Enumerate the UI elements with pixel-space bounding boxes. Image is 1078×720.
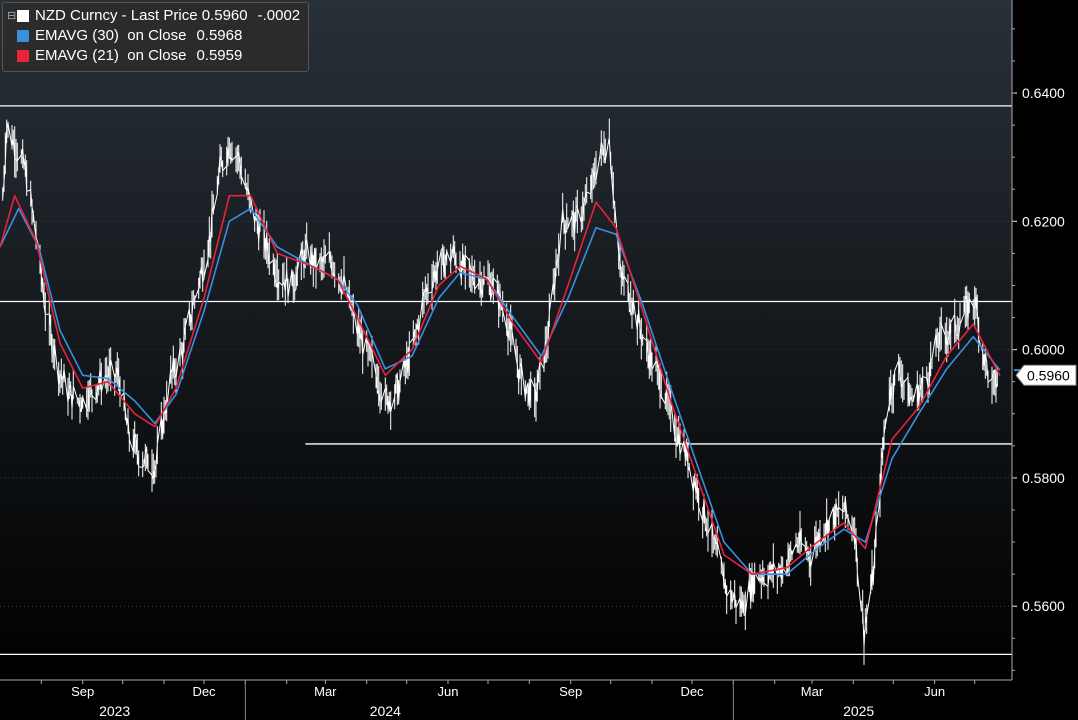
horizontal-levels [0,105,1012,655]
legend-value-ema30: 0.5968 [196,27,243,44]
legend-item-ema21: EMAVG (21) on Close 0.5959 [7,46,300,66]
legend-label-ema30: EMAVG (30) on Close [35,27,187,44]
x-month-label: Mar [801,684,824,699]
x-month-label: Jun [438,684,459,699]
ema30-series [0,207,1001,575]
x-month-label: Sep [71,684,94,699]
collapse-icon[interactable]: ⊟ [7,10,17,22]
price-tag-box [1015,364,1077,386]
x-month-label: Sep [559,684,582,699]
legend-swatch-price [17,10,29,22]
grid [0,92,1012,607]
y-tick-label: 0.6200 [1022,213,1065,229]
x-month-label: Mar [314,684,337,699]
legend-value-price: 0.5960 [201,7,248,24]
legend-swatch-ema30 [17,30,29,42]
plot-background [0,0,1012,680]
series-group [0,118,1001,665]
y-tick-label: 0.6000 [1022,342,1065,358]
y-tick-label: 0.6400 [1022,85,1065,101]
x-axis: Sep Dec Mar Jun Sep Dec Mar Jun 2023 2024 2025 [0,679,1012,720]
price-tag-label: 0.5960 [1027,367,1070,383]
legend-change-price: -.0002 [257,7,301,24]
legend-item-ema30: EMAVG (30) on Close 0.5968 [7,26,300,46]
x-year-label: 2023 [99,703,130,719]
legend: ⊟ NZD Curncy - Last Price 0.5960 -.0002 … [2,2,310,72]
x-month-label: Jun [924,684,945,699]
x-month-label: Dec [680,684,704,699]
axis-background [1012,0,1078,720]
legend-swatch-ema21 [17,50,29,62]
legend-value-ema21: 0.5959 [196,47,243,64]
x-year-label: 2025 [843,703,874,719]
y-tick-label: 0.5600 [1022,598,1065,614]
x-year-label: 2024 [370,703,401,719]
y-tick-label: 0.5800 [1022,470,1065,486]
legend-label-ema21: EMAVG (21) on Close [35,47,187,64]
y-axis: 0.6400 0.6200 0.6000 0.5800 0.5600 [1011,0,1065,680]
x-month-label: Dec [192,684,216,699]
ema21-series [0,194,1001,575]
legend-item-price: ⊟ NZD Curncy - Last Price 0.5960 -.0002 [7,6,300,26]
legend-label-price: NZD Curncy - Last Price [35,7,198,24]
last-price-tag: 0.5960 [1014,364,1077,386]
